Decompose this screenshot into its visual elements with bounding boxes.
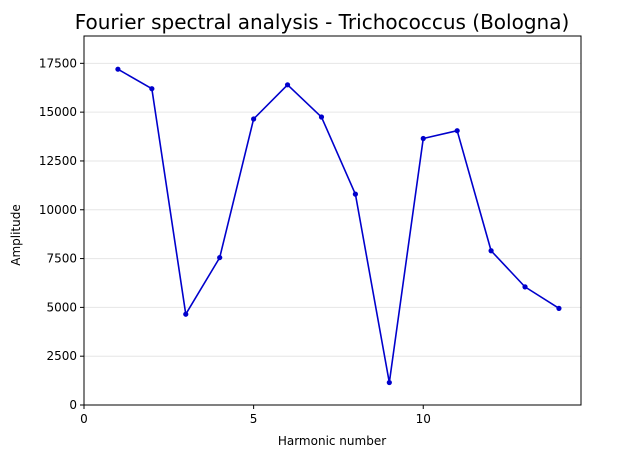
y-tick-label: 17500 (39, 56, 77, 70)
ticks: 0 2500 5000 7500 10000 12500 15000 17500 0 5 10 (39, 56, 431, 426)
data-series (115, 66, 562, 386)
data-point (149, 86, 155, 92)
y-tick-label: 5000 (46, 300, 77, 314)
data-point (251, 116, 257, 122)
y-tick-label: 15000 (39, 105, 77, 119)
data-point (488, 248, 494, 254)
y-tick-label: 7500 (46, 252, 77, 266)
data-point (217, 254, 223, 261)
data-point (556, 305, 562, 311)
y-tick-label: 2500 (46, 349, 77, 363)
data-point (115, 66, 121, 72)
chart-title: Fourier spectral analysis - Trichococcus… (75, 10, 570, 34)
y-axis-label: Amplitude (9, 204, 23, 266)
x-axis-label: Harmonic number (278, 434, 386, 448)
data-point (318, 114, 325, 120)
axes (83, 35, 582, 406)
series-line (117, 68, 560, 384)
y-tick-label: 0 (69, 398, 77, 412)
data-point (386, 379, 392, 386)
data-point (420, 135, 426, 142)
y-tick-label: 12500 (39, 154, 77, 168)
y-tick-label: 10000 (39, 203, 77, 217)
data-point (284, 82, 291, 88)
data-point (454, 128, 460, 134)
data-point (183, 311, 189, 317)
x-tick-label: 5 (250, 412, 258, 426)
plot-frame (83, 35, 582, 406)
data-point (522, 284, 528, 290)
x-tick-label: 0 (80, 412, 88, 426)
x-tick-label: 10 (416, 412, 431, 426)
grid-lines (84, 62, 581, 357)
data-point (352, 191, 358, 197)
